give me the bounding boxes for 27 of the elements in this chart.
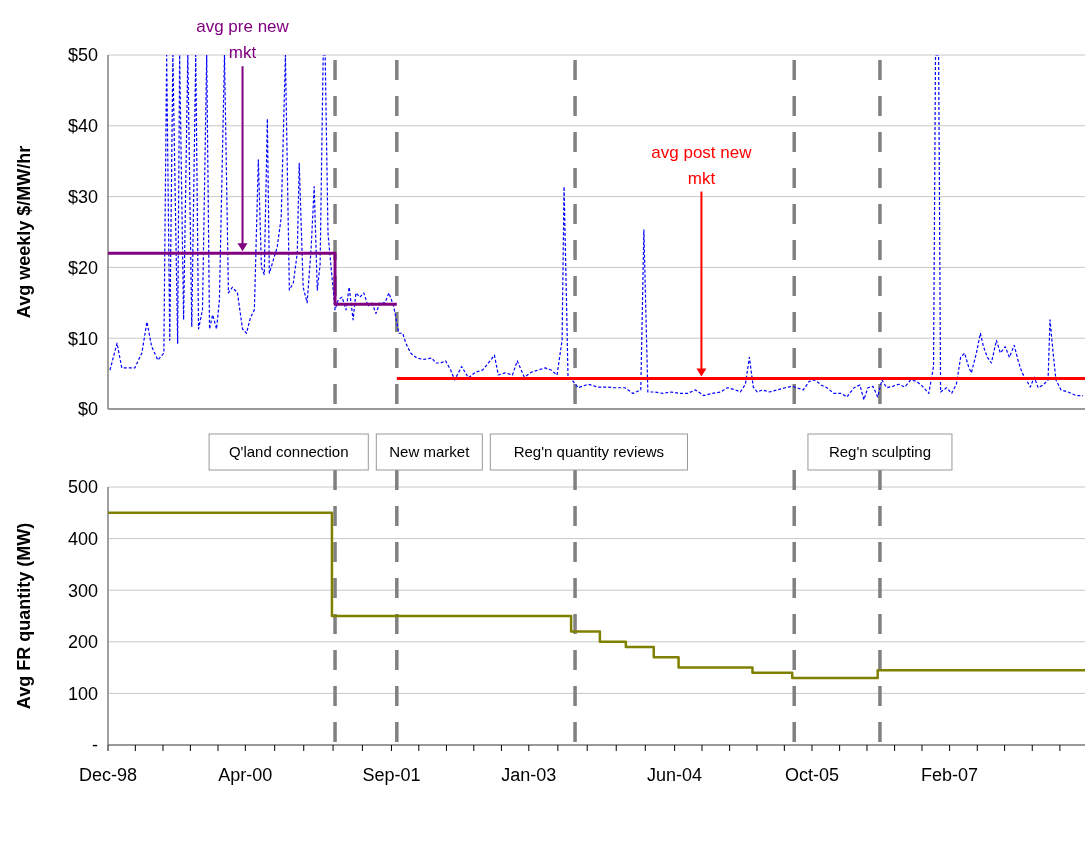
ref-line-label: Reg'n quantity reviews [513, 443, 665, 461]
annotation: avg pre new mkt [196, 17, 290, 63]
x-tick-label: Dec-98 [78, 765, 138, 785]
x-tick-label: Apr-00 [218, 765, 273, 785]
y-axis-title: Avg FR quantity (MW) [14, 522, 34, 710]
x-tick-label: Jan-03 [501, 765, 557, 785]
y-axis-title: Avg weekly $/MW/hr [14, 145, 34, 319]
y-tick-label: $40 [67, 116, 98, 137]
y-tick-label: 300 [67, 580, 98, 601]
ref-line-label: New market [389, 443, 471, 461]
y-tick-label: 200 [67, 632, 98, 653]
x-tick-label: Feb-07 [921, 765, 979, 785]
y-tick-label: 100 [67, 683, 98, 704]
y-tick-label: $30 [67, 186, 98, 207]
annotation: avg post new mkt [651, 142, 753, 188]
y-tick-label: 400 [67, 528, 98, 549]
y-tick-label: $20 [67, 257, 98, 278]
y-tick-label: 500 [67, 477, 98, 498]
x-tick-label: Oct-05 [784, 765, 839, 785]
y-tick-label: $0 [77, 399, 98, 420]
x-tick-label: Jun-04 [647, 765, 703, 785]
y-tick-label: $50 [67, 45, 98, 66]
ref-line-label: Q'land connection [228, 443, 349, 461]
y-tick-label: $10 [67, 328, 98, 349]
ref-line-label: Reg'n sculpting [828, 443, 931, 461]
y-tick-label: - [92, 735, 98, 756]
x-tick-label: Sep-01 [362, 765, 421, 785]
